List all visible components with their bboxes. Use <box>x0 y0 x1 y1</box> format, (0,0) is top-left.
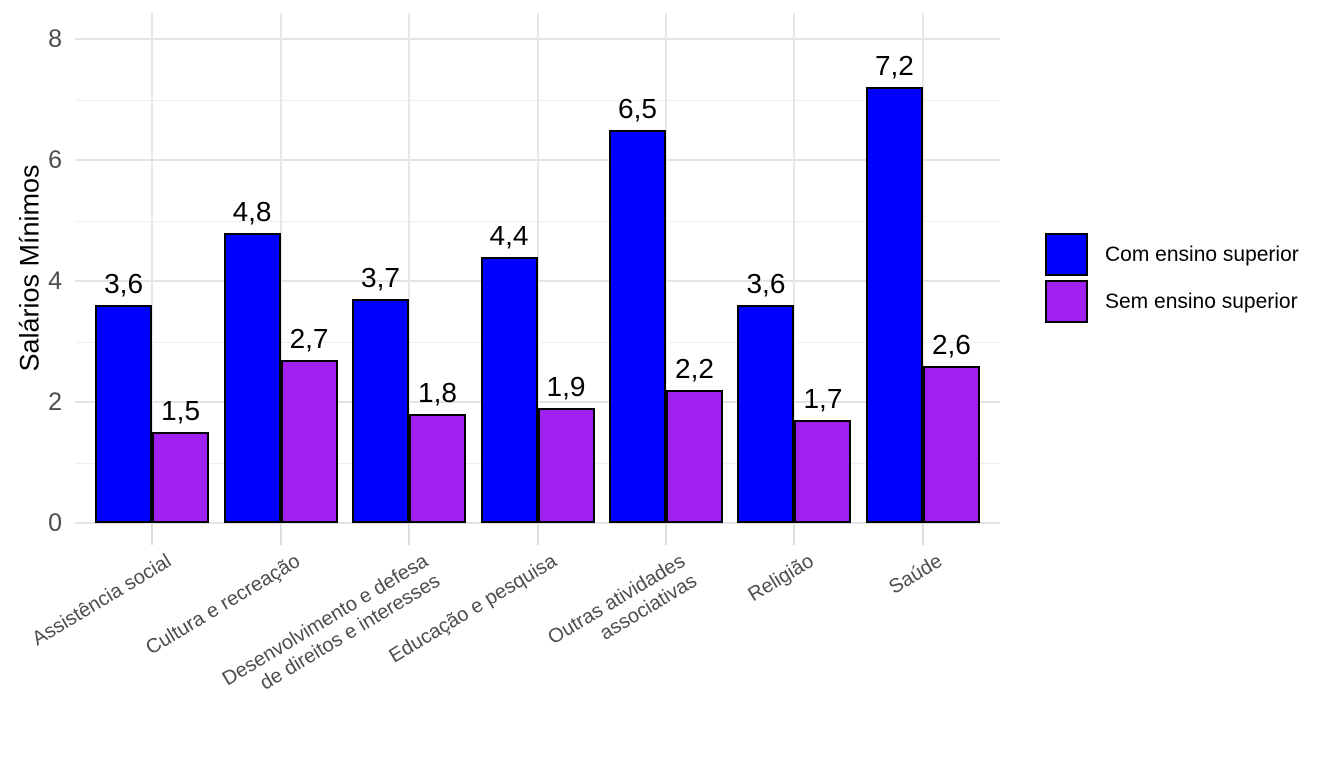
bar-com-ensino-superior <box>95 305 153 523</box>
bar-value-label: 4,4 <box>489 219 529 251</box>
x-category-label: Outras atividades associativas <box>544 550 702 650</box>
bar-sem-ensino-superior <box>409 414 467 523</box>
bar-value-label: 1,9 <box>546 371 586 403</box>
plot-panel: 3,6 1,5 4,8 2,7 3,7 1,8 4,4 1,9 6,5 2,2 3,6 1,7 7,2 2… <box>75 13 1000 524</box>
bar-value-label: 3,6 <box>104 268 144 300</box>
legend-label-sem-ensino: Sem ensino superior <box>1105 289 1298 313</box>
x-tick-mark <box>279 524 282 545</box>
x-tick-mark <box>151 524 154 545</box>
x-tick-mark <box>664 524 667 545</box>
x-category-label: Religião <box>744 550 818 607</box>
gridline-vertical <box>664 13 667 523</box>
x-tick-mark <box>793 524 796 545</box>
bar-sem-ensino-superior <box>665 389 723 523</box>
y-tick-label: 2 <box>48 388 62 416</box>
bar-value-label: 2,7 <box>289 322 329 354</box>
bar-com-ensino-superior <box>608 129 666 523</box>
y-tick-label: 0 <box>48 509 62 537</box>
bar-value-label: 3,6 <box>746 268 786 300</box>
y-tick-label: 6 <box>48 146 62 174</box>
bar-sem-ensino-superior <box>794 420 852 523</box>
x-tick-mark <box>536 524 539 545</box>
bar-com-ensino-superior <box>223 232 281 523</box>
bar-sem-ensino-superior <box>922 365 980 523</box>
gridline-vertical <box>793 13 796 523</box>
gridline-vertical <box>279 13 282 523</box>
y-tick-label: 4 <box>48 267 62 295</box>
bar-com-ensino-superior <box>480 256 538 523</box>
bar-sem-ensino-superior <box>280 359 338 523</box>
gridline-vertical <box>408 13 411 523</box>
y-tick-label: 8 <box>48 25 62 53</box>
bar-value-label: 3,7 <box>361 262 400 294</box>
gridline-vertical <box>151 13 154 523</box>
bar-value-label: 1,5 <box>161 395 201 427</box>
legend-item-sem-ensino: Sem ensino superior <box>1045 280 1299 323</box>
gridline-major <box>75 522 1000 524</box>
bar-com-ensino-superior <box>737 305 795 523</box>
bar-value-label: 6,5 <box>618 92 657 124</box>
bar-value-label: 1,7 <box>803 383 843 415</box>
bar-com-ensino-superior <box>865 87 923 523</box>
bar-value-label: 4,8 <box>232 195 272 227</box>
legend-item-com-ensino: Com ensino superior <box>1045 233 1299 276</box>
bar-sem-ensino-superior <box>537 408 595 523</box>
x-category-label: Saúde <box>885 550 947 599</box>
gridline-vertical <box>921 13 924 523</box>
legend-swatch-com-ensino <box>1045 233 1088 276</box>
bar-com-ensino-superior <box>352 299 410 523</box>
bar-value-label: 1,8 <box>418 377 457 409</box>
x-tick-mark <box>408 524 411 545</box>
gridline-vertical <box>536 13 539 523</box>
legend-label-com-ensino: Com ensino superior <box>1105 242 1299 266</box>
bar-value-label: 2,6 <box>931 328 971 360</box>
legend: Com ensino superior Sem ensino superior <box>1045 233 1299 327</box>
bar-value-label: 2,2 <box>675 352 714 384</box>
legend-swatch-sem-ensino <box>1045 280 1088 323</box>
x-tick-mark <box>921 524 924 545</box>
bar-sem-ensino-superior <box>152 432 210 523</box>
bar-value-label: 7,2 <box>874 50 914 82</box>
